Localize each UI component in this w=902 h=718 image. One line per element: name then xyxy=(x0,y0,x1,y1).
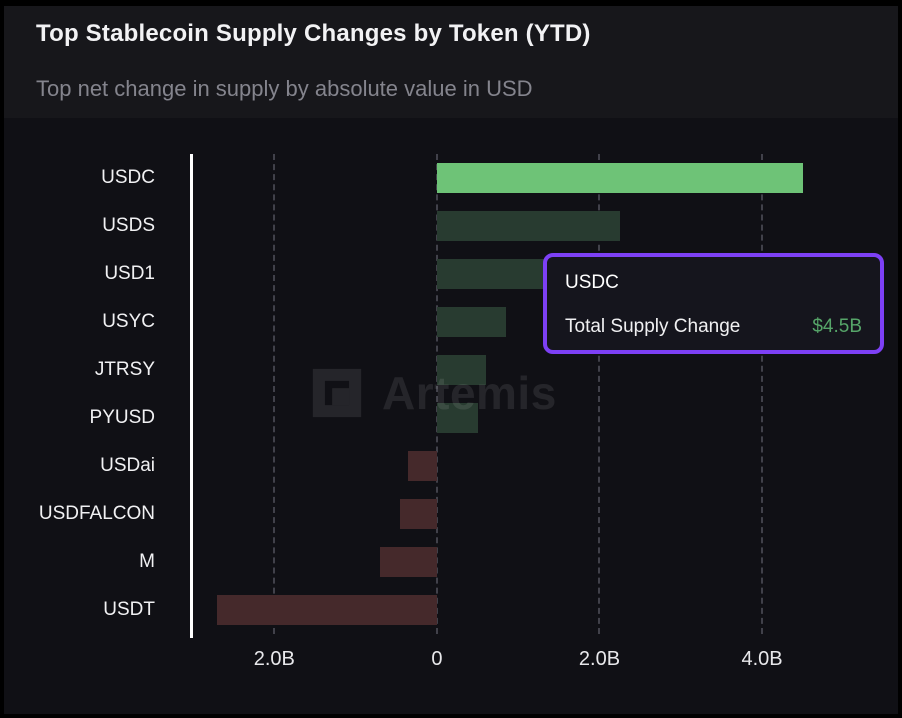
page-title: Top Stablecoin Supply Changes by Token (… xyxy=(36,20,591,47)
x-tick-label-3: 4.0B xyxy=(741,648,783,670)
category-label-usdfalcon: USDFALCON xyxy=(38,503,155,524)
x-tick-label-2: 2.0B xyxy=(578,648,621,670)
category-label-usd1: USD1 xyxy=(104,263,155,284)
tooltip-row: Total Supply Change $4.5B xyxy=(565,316,862,338)
x-tick-label-1: 0 xyxy=(431,648,443,670)
bar-usdai[interactable] xyxy=(408,451,437,481)
gridline-2 xyxy=(598,154,601,634)
tooltip-token: USDC xyxy=(565,272,619,293)
gridline-1 xyxy=(435,154,438,634)
tooltip-label: Total Supply Change xyxy=(565,316,741,337)
bar-usdc[interactable] xyxy=(436,163,803,193)
category-label-usyc: USYC xyxy=(102,311,155,332)
category-label-jtrsy: JTRSY xyxy=(94,359,155,380)
bar-jtrsy[interactable] xyxy=(436,355,486,385)
bar-m[interactable] xyxy=(379,547,437,577)
header-band xyxy=(4,6,898,118)
x-axis-ticks: 2.0B 0 2.0B 4.0B xyxy=(193,648,884,680)
gridline-0 xyxy=(273,154,276,634)
tooltip-value: $4.5B xyxy=(812,316,862,337)
gridline-3 xyxy=(761,154,764,634)
x-tick-label-0: 2.0B xyxy=(253,648,295,670)
category-label-usds: USDS xyxy=(102,215,155,236)
bar-usdfalcon[interactable] xyxy=(400,499,437,529)
bar-usdt[interactable] xyxy=(217,595,437,625)
category-label-usdt: USDT xyxy=(103,599,155,620)
page-subtitle: Top net change in supply by absolute val… xyxy=(36,76,533,101)
category-label-pyusd: PYUSD xyxy=(89,407,155,428)
bar-usds[interactable] xyxy=(436,211,620,241)
bar-usd1[interactable] xyxy=(436,259,547,289)
y-axis-line xyxy=(190,154,193,638)
category-label-usdc: USDC xyxy=(101,167,155,188)
tooltip: USDC Total Supply Change $4.5B xyxy=(543,253,884,354)
bar-chart-plot-area xyxy=(193,154,884,634)
bar-pyusd[interactable] xyxy=(436,403,478,433)
bar-usyc[interactable] xyxy=(436,307,506,337)
category-label-m: M xyxy=(139,551,155,572)
category-label-usdai: USDai xyxy=(100,455,155,476)
y-axis-labels: USDC USDS USD1 USYC JTRSY PYUSD USDai USDFALCON… xyxy=(0,154,155,634)
